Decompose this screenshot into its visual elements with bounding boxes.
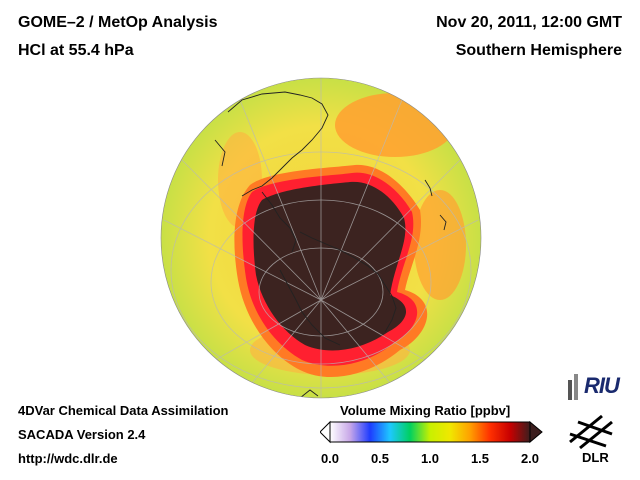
orange-patch — [335, 93, 455, 157]
colorbar-left-arrow — [320, 420, 331, 444]
colorbar-tick: 0.0 — [320, 451, 340, 466]
colorbar-tick: 0.5 — [370, 451, 390, 466]
title-line-2: HCl at 55.4 hPa — [18, 42, 134, 59]
colorbar-tick: 1.5 — [470, 451, 490, 466]
colorbar-gradient — [329, 421, 531, 443]
coastlines — [214, 91, 447, 398]
colorbar — [320, 420, 543, 444]
date-label: Nov 20, 2011, 12:00 GMT — [436, 14, 622, 31]
dlr-logo: DLR — [582, 450, 609, 465]
colorbar-title: Volume Mixing Ratio [ppbv] — [340, 403, 511, 418]
colorbar-tick: 2.0 — [520, 451, 540, 466]
vortex-core — [253, 181, 407, 351]
colorbar-right-arrow — [529, 420, 543, 444]
title-line-1: GOME–2 / MetOp Analysis — [18, 14, 218, 31]
graticule — [163, 78, 479, 398]
dlr-logo-icon — [569, 414, 613, 450]
orange-patch — [414, 190, 466, 300]
region-label: Southern Hemisphere — [455, 42, 622, 59]
riu-logo-icon — [568, 374, 578, 400]
colorbar-tick: 1.0 — [420, 451, 440, 466]
footer-line-1: 4DVar Chemical Data Assimilation — [18, 403, 229, 418]
footer-line-2: SACADA Version 2.4 — [18, 427, 146, 442]
footer-url: http://wdc.dlr.de — [18, 451, 118, 466]
riu-logo: RIU — [584, 373, 620, 398]
